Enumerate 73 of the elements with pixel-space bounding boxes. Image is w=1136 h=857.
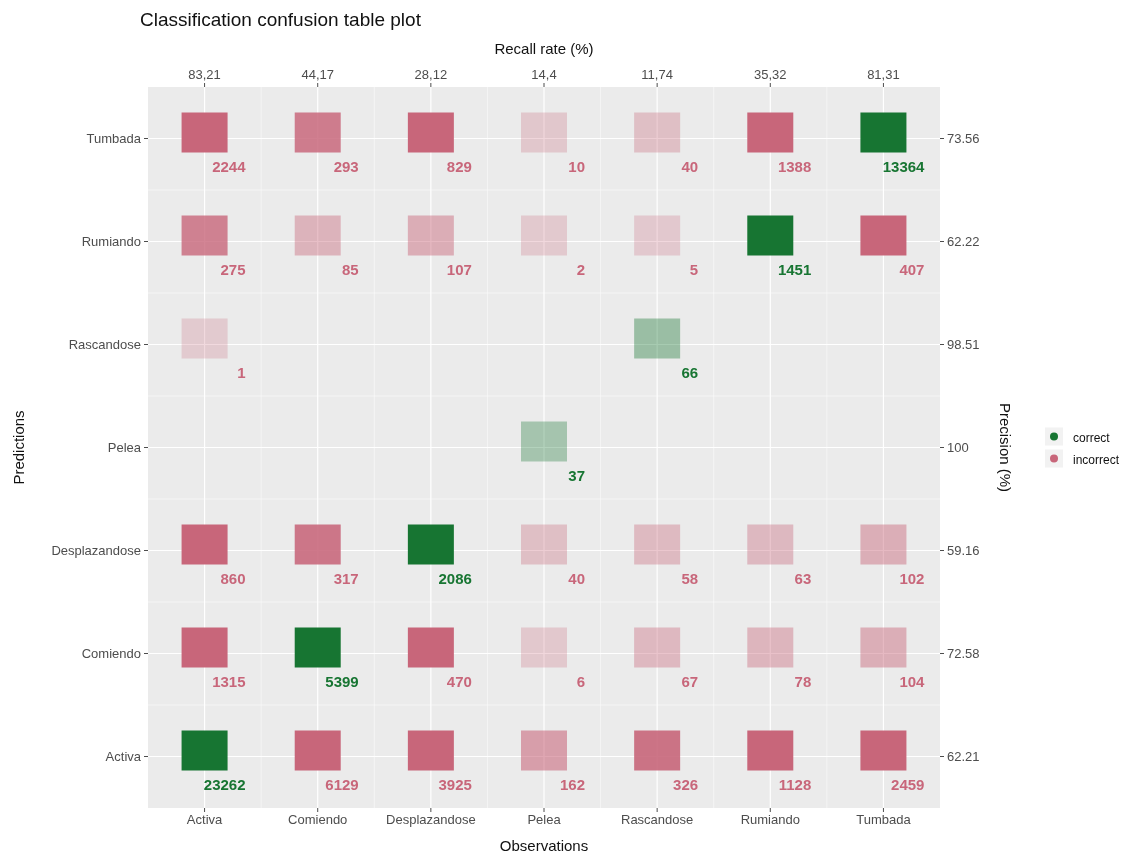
data-label: 37 — [568, 466, 585, 484]
y2-tick-label: 98.51 — [947, 336, 980, 352]
text: 83,21 — [188, 67, 221, 82]
data-label: 107 — [446, 260, 472, 278]
y-tick-label: Desplazandose — [51, 542, 141, 558]
y2-tick-label: 100 — [947, 439, 969, 455]
data-label: 2086 — [438, 569, 472, 587]
data-label: 63 — [794, 569, 812, 587]
data-label: 293 — [333, 157, 359, 175]
data-label: 3925 — [438, 775, 472, 793]
data-label: 23262 — [203, 775, 246, 793]
y2-tick-label: 62.22 — [947, 233, 980, 249]
y2-tick-label: 59.16 — [947, 542, 980, 558]
x-tick-label: Desplazandose — [386, 812, 476, 828]
y2-axis-title: Precision (%) — [997, 402, 1014, 493]
data-label: 5 — [689, 260, 699, 278]
text: 35,32 — [754, 67, 787, 82]
text: 28,12 — [414, 67, 448, 82]
text: 81,31 — [867, 67, 900, 82]
data-label: 860 — [220, 569, 246, 587]
data-label: 162 — [559, 775, 585, 793]
x-tick-label: Pelea — [527, 812, 562, 828]
data-label: 470 — [446, 672, 472, 690]
data-label: 1128 — [778, 775, 812, 793]
data-label: 6129 — [325, 775, 359, 793]
legend-label: incorrect — [1073, 452, 1120, 467]
x2-axis-title: Recall rate (%) — [494, 40, 594, 57]
y2-tick-label: 72.58 — [947, 645, 980, 661]
data-label: 1451 — [777, 260, 812, 278]
data-label: 66 — [681, 363, 699, 381]
data-label: 78 — [794, 672, 812, 690]
data-label: 5399 — [325, 672, 359, 690]
data-label: 10 — [568, 157, 585, 175]
data-label: 85 — [342, 260, 359, 278]
data-label: 40 — [681, 157, 699, 175]
data-label: 102 — [899, 569, 925, 587]
data-label: 317 — [333, 569, 359, 587]
data-label: 104 — [899, 672, 926, 690]
text: 11,74 — [641, 67, 673, 82]
data-label: 2244 — [212, 157, 247, 175]
y2-tick-label: 62.21 — [947, 748, 980, 764]
data-label: 2459 — [891, 775, 925, 793]
data-label: 407 — [899, 260, 925, 278]
y-tick-label: Rascandose — [68, 336, 141, 352]
legend-label: correct — [1073, 430, 1111, 445]
text: 44,17 — [301, 67, 334, 82]
data-label: 13364 — [882, 157, 926, 175]
data-label: 829 — [446, 157, 472, 175]
data-label: 275 — [220, 260, 246, 278]
data-label: 1315 — [212, 672, 246, 690]
x-tick-label: Rascandose — [621, 812, 694, 828]
y-tick-label: Comiendo — [81, 645, 141, 661]
data-label: 2 — [576, 260, 585, 278]
x-tick-label: Tumbada — [856, 812, 912, 828]
data-label: 40 — [568, 569, 585, 587]
text: 14,4 — [531, 67, 557, 82]
x-tick-label: Activa — [186, 812, 224, 828]
y2-tick-label: 73.56 — [947, 130, 980, 146]
data-label: 326 — [673, 775, 699, 793]
chart-title: Classification confusion table plot — [140, 9, 422, 30]
x-tick-label: Comiendo — [288, 812, 348, 828]
y-tick-label: Rumiando — [81, 233, 141, 249]
y-axis-title: Predictions — [10, 410, 27, 485]
x-axis-title: Observations — [499, 837, 589, 854]
x-tick-label: Rumiando — [740, 812, 800, 828]
data-label: 67 — [681, 672, 699, 690]
y-tick-label: Pelea — [107, 439, 142, 455]
y-tick-label: Activa — [105, 748, 142, 764]
data-label: 58 — [681, 569, 699, 587]
y-tick-label: Tumbada — [86, 130, 142, 146]
data-label: 1 — [237, 363, 246, 381]
data-label: 1388 — [777, 157, 812, 175]
data-label: 6 — [576, 672, 585, 690]
